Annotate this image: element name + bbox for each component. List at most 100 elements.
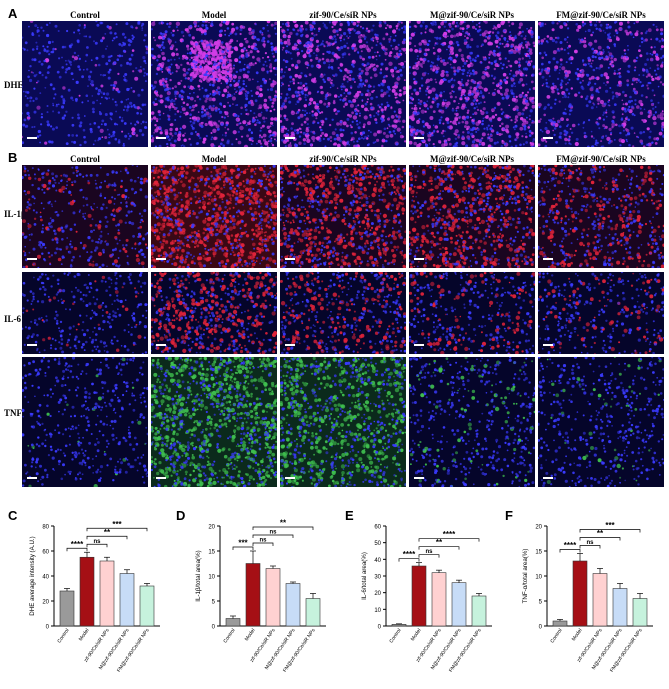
y-tick-label: 20 — [535, 525, 542, 531]
micrograph-tnfa-model — [151, 357, 277, 487]
significance-label: **** — [443, 530, 456, 539]
micrograph-tnfa-mzif — [409, 357, 535, 487]
micrograph-tnfa-zif — [280, 357, 406, 487]
significance-label: *** — [605, 521, 615, 530]
y-axis-label: TNF-α/total area(%) — [522, 549, 529, 604]
bar-1 — [412, 566, 426, 626]
scale-bar — [414, 344, 424, 346]
col-label-model-a: Model — [151, 10, 277, 20]
scale-bar — [543, 258, 553, 260]
scale-bar — [285, 137, 295, 139]
y-tick-label: 15 — [535, 550, 542, 556]
y-tick-label: 5 — [212, 600, 216, 606]
bar-2 — [432, 573, 446, 626]
y-axis-label: IL-1β/total area(%) — [195, 550, 202, 601]
significance-label: **** — [564, 541, 577, 550]
bar-3 — [120, 574, 134, 627]
scale-bar — [156, 258, 166, 260]
bar-0 — [553, 621, 567, 626]
micrograph-dhe-model — [151, 21, 277, 147]
y-tick-label: 80 — [42, 525, 49, 531]
category-label: Model — [571, 628, 584, 643]
col-label-mzif-a: M@zif-90/Ce/siR NPs — [409, 10, 535, 20]
y-axis-label: DHE average intensity (A.U.) — [29, 536, 36, 615]
col-label-fmzif-a: FM@zif-90/Ce/siR NPs — [538, 10, 664, 20]
significance-label: ** — [280, 519, 287, 528]
micrograph-dhe-zif — [280, 21, 406, 147]
y-tick-label: 10 — [535, 575, 542, 581]
bar-4 — [472, 596, 486, 626]
significance-label: ns — [425, 549, 433, 555]
row-label-il6: IL-6 — [4, 314, 21, 324]
y-tick-label: 20 — [374, 591, 381, 597]
micrograph-il1b-model — [151, 165, 277, 268]
scale-bar — [285, 258, 295, 260]
significance-label: *** — [112, 520, 122, 529]
significance-label: *** — [238, 539, 248, 548]
bar-2 — [100, 561, 114, 626]
y-tick-label: 20 — [208, 525, 215, 531]
bar-1 — [246, 564, 260, 627]
bar-0 — [60, 591, 74, 626]
panel-letter-a: A — [8, 6, 17, 21]
scale-bar — [285, 344, 295, 346]
col-label-control-b: Control — [22, 154, 148, 164]
scale-bar — [27, 477, 37, 479]
bar-4 — [306, 599, 320, 627]
y-tick-label: 0 — [46, 625, 50, 631]
col-label-zif-b: zif-90/Ce/siR NPs — [280, 154, 406, 164]
y-tick-label: 0 — [212, 625, 216, 631]
significance-label: ns — [93, 539, 101, 545]
bar-3 — [452, 583, 466, 626]
micrograph-dhe-fmzif — [538, 21, 664, 147]
y-tick-label: 20 — [42, 600, 49, 606]
scale-bar — [285, 477, 295, 479]
significance-label: ns — [586, 540, 594, 546]
scale-bar — [543, 477, 553, 479]
scale-bar — [414, 258, 424, 260]
significance-label: ** — [104, 528, 111, 537]
significance-label: **** — [403, 550, 416, 559]
col-label-model-b: Model — [151, 154, 277, 164]
y-tick-label: 30 — [374, 575, 381, 581]
bar-3 — [613, 589, 627, 627]
micrograph-il1b-mzif — [409, 165, 535, 268]
micrograph-il6-model — [151, 272, 277, 354]
bar-2 — [266, 569, 280, 627]
category-label: Model — [78, 628, 91, 643]
bar-2 — [593, 574, 607, 627]
scale-bar — [156, 344, 166, 346]
y-tick-label: 0 — [378, 625, 382, 631]
y-tick-label: 40 — [42, 575, 49, 581]
micrograph-il6-mzif — [409, 272, 535, 354]
category-label: Control — [56, 628, 70, 645]
y-tick-label: 40 — [374, 558, 381, 564]
micrograph-il1b-zif — [280, 165, 406, 268]
scale-bar — [543, 137, 553, 139]
significance-label: ns — [269, 530, 277, 536]
category-label: Control — [222, 628, 236, 645]
col-label-mzif-b: M@zif-90/Ce/siR NPs — [409, 154, 535, 164]
scale-bar — [414, 477, 424, 479]
col-label-fmzif-b: FM@zif-90/Ce/siR NPs — [538, 154, 664, 164]
scale-bar — [27, 137, 37, 139]
micrograph-il1b-fmzif — [538, 165, 664, 268]
panel-letter-b: B — [8, 150, 17, 165]
category-label: Model — [410, 628, 423, 643]
scale-bar — [543, 344, 553, 346]
y-tick-label: 50 — [374, 541, 381, 547]
y-tick-label: 10 — [208, 575, 215, 581]
category-label: Control — [388, 628, 402, 645]
micrograph-dhe-control — [22, 21, 148, 147]
category-label: Model — [244, 628, 257, 643]
micrograph-dhe-mzif — [409, 21, 535, 147]
micrograph-il6-control — [22, 272, 148, 354]
y-tick-label: 15 — [208, 550, 215, 556]
scale-bar — [156, 137, 166, 139]
micrograph-tnfa-fmzif — [538, 357, 664, 487]
y-tick-label: 0 — [539, 625, 543, 631]
scale-bar — [27, 344, 37, 346]
